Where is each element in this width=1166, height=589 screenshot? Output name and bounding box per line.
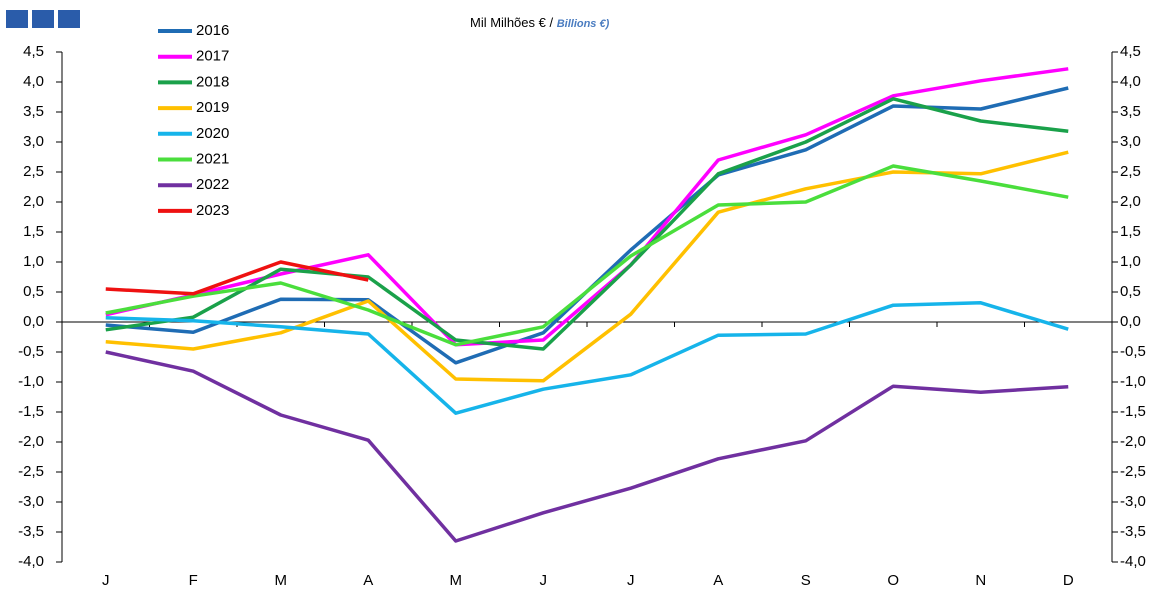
y-tick-label: -2,0: [18, 433, 44, 450]
series-line: [105, 301, 1069, 415]
x-tick-label: J: [102, 572, 110, 589]
x-tick-label: J: [540, 572, 548, 589]
legend-label: 2017: [196, 48, 229, 65]
y2-tick-label: -1,5: [1120, 403, 1146, 420]
x-tick-label: S: [801, 572, 811, 589]
y2-tick-label: 3,5: [1120, 103, 1141, 120]
y-tick-label: 2,5: [23, 163, 44, 180]
series-line: [105, 97, 1069, 351]
y2-tick-label: -0,5: [1120, 343, 1146, 360]
logo-square: [58, 10, 80, 28]
legend-label: 2020: [196, 125, 229, 142]
legend-label: 2023: [196, 202, 229, 219]
y-tick-label: 0,5: [23, 283, 44, 300]
series-line: [105, 164, 1069, 347]
y2-tick-label: -2,0: [1120, 433, 1146, 450]
y-tick-label: 0,0: [23, 313, 44, 330]
y-tick-label: -2,5: [18, 463, 44, 480]
x-tick-label: D: [1063, 572, 1074, 589]
y-tick-label: -3,0: [18, 493, 44, 510]
logo-square: [32, 10, 54, 28]
y2-tick-label: -3,0: [1120, 493, 1146, 510]
series-line: [105, 150, 1069, 383]
x-tick-label: J: [627, 572, 635, 589]
y2-tick-label: 4,5: [1120, 43, 1141, 60]
y2-tick-label: 1,5: [1120, 223, 1141, 240]
y2-tick-label: 3,0: [1120, 133, 1141, 150]
y-tick-label: 2,0: [23, 193, 44, 210]
y2-tick-label: -1,0: [1120, 373, 1146, 390]
y-tick-label: 4,5: [23, 43, 44, 60]
y2-tick-label: 1,0: [1120, 253, 1141, 270]
x-tick-label: M: [450, 572, 463, 589]
y2-tick-label: 0,0: [1120, 313, 1141, 330]
y-tick-label: -3,5: [18, 523, 44, 540]
x-tick-label: A: [713, 572, 723, 589]
legend-label: 2016: [196, 22, 229, 39]
x-tick-label: N: [975, 572, 986, 589]
x-tick-label: O: [887, 572, 899, 589]
y2-tick-label: 0,5: [1120, 283, 1141, 300]
y-tick-label: 1,0: [23, 253, 44, 270]
legend-label: 2019: [196, 99, 229, 116]
y2-tick-label: 2,0: [1120, 193, 1141, 210]
legend-label: 2021: [196, 150, 229, 167]
y2-tick-label: -4,0: [1120, 553, 1146, 570]
y2-tick-label: 4,0: [1120, 73, 1141, 90]
y2-tick-label: -3,5: [1120, 523, 1146, 540]
y2-tick-label: -2,5: [1120, 463, 1146, 480]
y-tick-label: 1,5: [23, 223, 44, 240]
chart-title: Mil Milhões € / Billions €): [470, 15, 610, 30]
y-tick-label: -1,5: [18, 403, 44, 420]
y-tick-label: 3,5: [23, 103, 44, 120]
logo-square: [6, 10, 28, 28]
x-tick-label: F: [189, 572, 198, 589]
title: Mil Milhões € /: [470, 15, 557, 30]
logo: [6, 10, 80, 28]
y-tick-label: -1,0: [18, 373, 44, 390]
y-tick-label: -4,0: [18, 553, 44, 570]
x-tick-label: A: [363, 572, 373, 589]
y-tick-label: 3,0: [23, 133, 44, 150]
x-tick-label: M: [275, 572, 288, 589]
series-line: [105, 260, 369, 296]
legend-label: 2018: [196, 73, 229, 90]
y-tick-label: 4,0: [23, 73, 44, 90]
subtitle: Billions €): [557, 18, 610, 30]
series-line: [105, 350, 1069, 543]
y-tick-label: -0,5: [18, 343, 44, 360]
legend-label: 2022: [196, 176, 229, 193]
y2-tick-label: 2,5: [1120, 163, 1141, 180]
